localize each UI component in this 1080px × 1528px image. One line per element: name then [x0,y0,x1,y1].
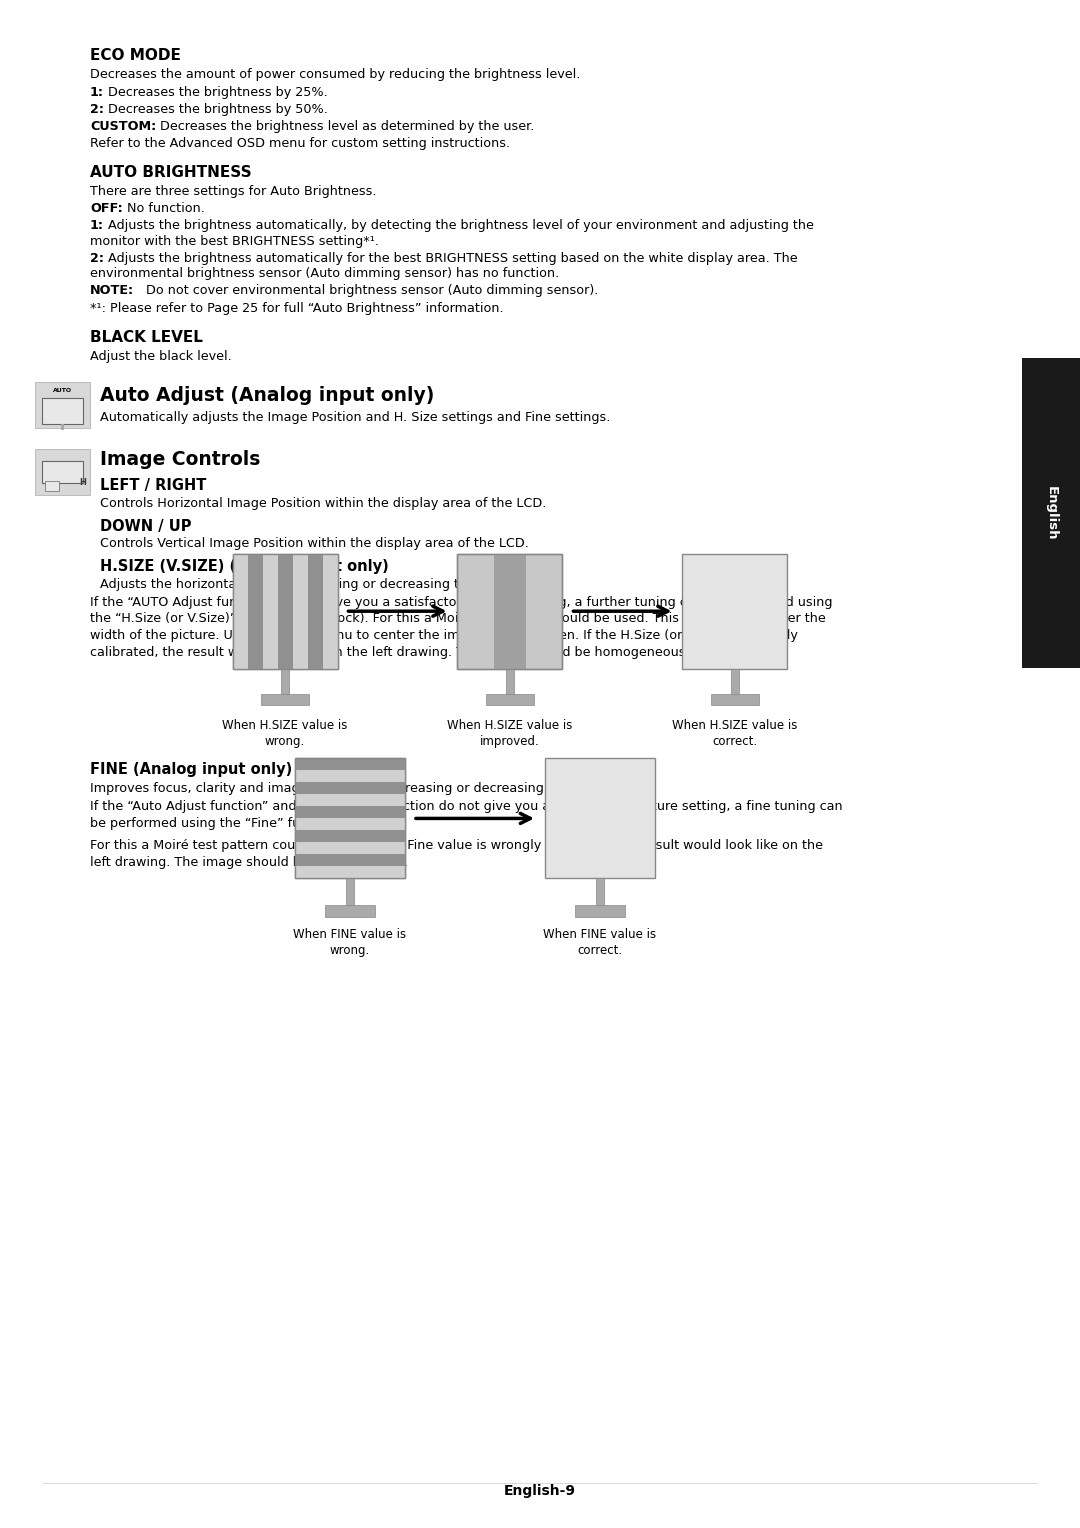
Bar [323,553,338,669]
Text: 2:: 2: [90,252,104,264]
Text: English: English [1044,486,1057,541]
Bar [295,819,405,830]
Bar [295,758,405,879]
Text: Refer to the Advanced OSD menu for custom setting instructions.: Refer to the Advanced OSD menu for custo… [90,138,510,150]
Text: If the “Auto Adjust function” and the “H.Size” function do not give you a satisf: If the “Auto Adjust function” and the “H… [90,801,842,830]
Text: Decreases the amount of power consumed by reducing the brightness level.: Decreases the amount of power consumed b… [90,69,580,81]
Bar [458,553,563,669]
Text: Adjusts the horizontal size by increasing or decreasing this setting.: Adjusts the horizontal size by increasin… [100,578,530,591]
Bar [576,905,624,917]
Text: Auto Adjust (Analog input only): Auto Adjust (Analog input only) [100,387,434,405]
Bar [45,481,59,490]
Bar [731,669,739,694]
Text: H: H [80,478,86,487]
Text: AUTO: AUTO [53,388,72,393]
Bar [60,425,64,429]
Bar [295,770,405,782]
Bar [712,694,758,706]
Text: Adjust the black level.: Adjust the black level. [90,350,232,362]
Text: There are three settings for Auto Brightness.: There are three settings for Auto Bright… [90,185,377,199]
Text: Controls Horizontal Image Position within the display area of the LCD.: Controls Horizontal Image Position withi… [100,497,546,509]
Bar [295,807,405,819]
Bar [278,553,293,669]
Text: When H.SIZE value is
improved.: When H.SIZE value is improved. [447,718,572,747]
Bar [232,553,247,669]
Bar [293,553,308,669]
Text: ECO MODE: ECO MODE [90,47,180,63]
Bar [1022,358,1080,668]
Bar [247,553,262,669]
Text: environmental brightness sensor (Auto dimming sensor) has no function.: environmental brightness sensor (Auto di… [90,267,559,281]
Bar [262,553,278,669]
Bar [295,758,405,770]
Text: 1:: 1: [90,220,104,232]
Bar [295,866,405,879]
Bar [325,905,375,917]
Bar [295,795,405,807]
Text: NOTE:: NOTE: [90,284,134,298]
Text: Decreases the brightness level as determined by the user.: Decreases the brightness level as determ… [157,121,535,133]
Text: Do not cover environmental brightness sensor (Auto dimming sensor).: Do not cover environmental brightness se… [134,284,598,298]
Bar [42,399,83,425]
Bar [486,694,534,706]
Bar [683,553,787,669]
Text: When FINE value is
wrong.: When FINE value is wrong. [294,929,406,958]
Bar [42,461,83,483]
Text: CUSTOM:: CUSTOM: [90,121,157,133]
Text: H.SIZE (V.SIZE) (Analog input only): H.SIZE (V.SIZE) (Analog input only) [100,559,389,575]
Text: When H.SIZE value is
wrong.: When H.SIZE value is wrong. [222,718,348,747]
Bar [507,669,514,694]
Text: 2:: 2: [90,102,104,116]
Bar [458,553,563,669]
Bar [295,758,405,879]
Bar [232,553,337,669]
Text: No function.: No function. [123,202,204,215]
Text: FINE (Analog input only): FINE (Analog input only) [90,762,293,778]
Bar [232,553,337,669]
Text: 1:: 1: [90,86,104,99]
Text: English-9: English-9 [504,1484,576,1497]
Text: Decreases the brightness by 25%.: Decreases the brightness by 25%. [104,86,327,99]
Bar [347,879,354,905]
Text: Automatically adjusts the Image Position and H. Size settings and Fine settings.: Automatically adjusts the Image Position… [100,411,610,423]
Text: Adjusts the brightness automatically, by detecting the brightness level of your : Adjusts the brightness automatically, by… [104,220,814,232]
Bar [545,758,654,879]
Bar [261,694,309,706]
Text: monitor with the best BRIGHTNESS setting*¹.: monitor with the best BRIGHTNESS setting… [90,235,379,248]
Text: Adjusts the brightness automatically for the best BRIGHTNESS setting based on th: Adjusts the brightness automatically for… [104,252,798,264]
Bar [295,830,405,842]
Bar [495,553,526,669]
Text: *¹: Please refer to Page 25 for full “Auto Brightness” information.: *¹: Please refer to Page 25 for full “Au… [90,301,503,315]
Text: LEFT / RIGHT: LEFT / RIGHT [100,478,206,494]
Text: Decreases the brightness by 50%.: Decreases the brightness by 50%. [104,102,328,116]
Text: Controls Vertical Image Position within the display area of the LCD.: Controls Vertical Image Position within … [100,538,529,550]
Bar [295,782,405,795]
Text: When FINE value is
correct.: When FINE value is correct. [543,929,657,958]
Text: OFF:: OFF: [90,202,123,215]
Text: BLACK LEVEL: BLACK LEVEL [90,330,203,344]
Bar [295,842,405,854]
Text: When H.SIZE value is
correct.: When H.SIZE value is correct. [673,718,798,747]
Text: For this a Moiré test pattern could be used. If the Fine value is wrongly calibr: For this a Moiré test pattern could be u… [90,839,823,868]
Bar [308,553,323,669]
Bar [596,879,604,905]
Bar [281,669,288,694]
Bar [35,449,90,495]
Text: Image Controls: Image Controls [100,451,260,469]
Text: Improves focus, clarity and image stability by increasing or decreasing this set: Improves focus, clarity and image stabil… [90,782,624,795]
Bar [295,854,405,866]
Bar [35,382,90,428]
Text: AUTO BRIGHTNESS: AUTO BRIGHTNESS [90,165,252,180]
Text: DOWN / UP: DOWN / UP [100,518,191,533]
Text: If the “AUTO Adjust function” do not give you a satisfactory picture setting, a : If the “AUTO Adjust function” do not giv… [90,596,833,659]
